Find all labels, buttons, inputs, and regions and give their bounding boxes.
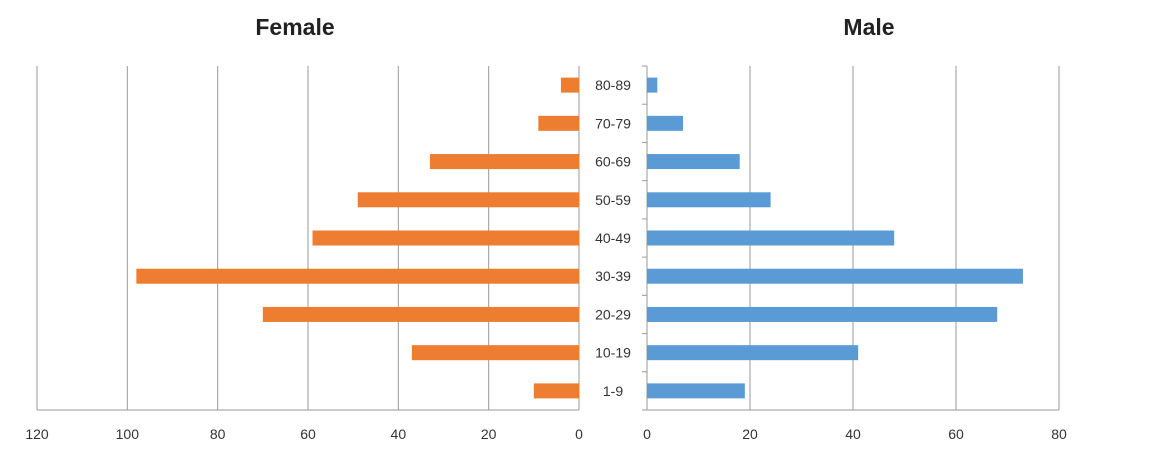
male-x-tick-label: 0 <box>643 426 651 442</box>
age-group-label: 80-89 <box>595 77 631 93</box>
male-x-tick-label: 80 <box>1051 426 1067 442</box>
age-group-label: 60-69 <box>595 154 631 170</box>
female-bar <box>357 192 579 208</box>
age-group-label: 50-59 <box>595 192 631 208</box>
female-x-tick-label: 0 <box>575 426 583 442</box>
male-bar <box>647 154 740 170</box>
male-chart-title: Male <box>843 14 895 40</box>
male-bar <box>647 192 771 208</box>
female-bar <box>312 230 579 246</box>
female-x-tick-label: 60 <box>300 426 316 442</box>
male-bar <box>647 230 895 246</box>
female-bar <box>429 154 579 170</box>
age-group-label: 70-79 <box>595 115 631 131</box>
female-x-tick-label: 40 <box>391 426 407 442</box>
female-bar <box>411 345 579 361</box>
female-x-tick-label: 120 <box>25 426 49 442</box>
male-x-tick-label: 20 <box>742 426 758 442</box>
male-bar <box>647 77 658 93</box>
age-group-label: 1-9 <box>603 383 623 399</box>
female-bar <box>538 115 579 131</box>
female-x-tick-label: 80 <box>210 426 226 442</box>
male-bar <box>647 268 1023 284</box>
age-group-label: 30-39 <box>595 268 631 284</box>
age-group-label: 20-29 <box>595 306 631 322</box>
female-x-tick-label: 100 <box>116 426 140 442</box>
male-x-tick-label: 60 <box>948 426 964 442</box>
male-x-tick-label: 40 <box>845 426 861 442</box>
female-bar <box>560 77 579 93</box>
male-bar <box>647 115 684 131</box>
age-group-label: 10-19 <box>595 345 631 361</box>
female-bar <box>262 306 579 322</box>
female-x-tick-label: 20 <box>481 426 497 442</box>
male-bar <box>647 383 745 399</box>
female-bar <box>533 383 579 399</box>
female-chart-title: Female <box>255 14 335 40</box>
male-bar <box>647 345 859 361</box>
male-bar <box>647 306 998 322</box>
age-group-label: 40-49 <box>595 230 631 246</box>
female-bar <box>136 268 579 284</box>
